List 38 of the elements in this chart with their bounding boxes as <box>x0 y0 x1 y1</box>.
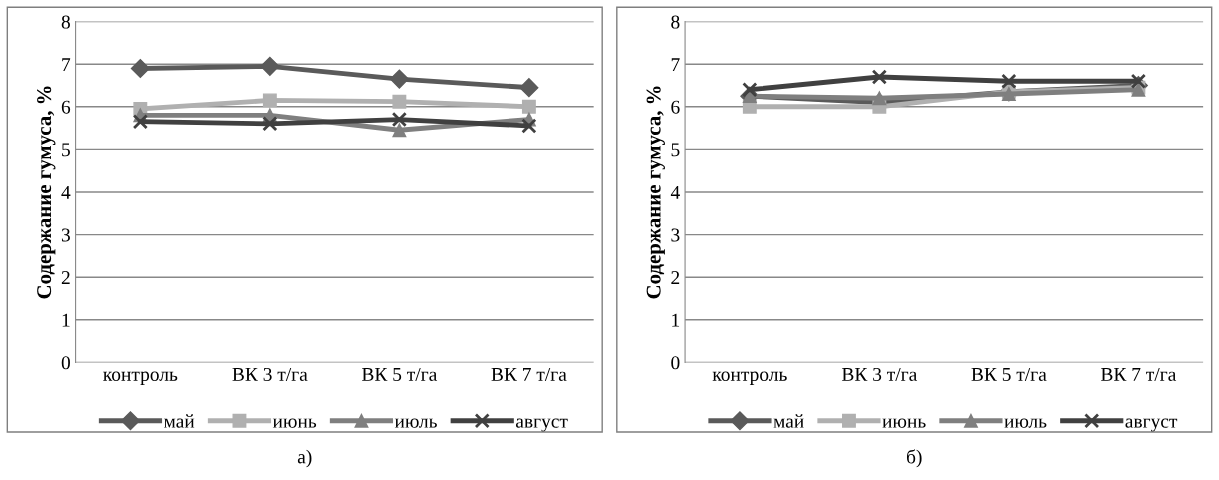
y-tick-label: 8 <box>671 15 680 29</box>
y-tick-label: 1 <box>62 313 70 327</box>
y-tick-label: 2 <box>61 271 70 284</box>
legend-label: июль <box>1004 418 1047 428</box>
x-tick-label: ВК 3 т/га <box>232 367 308 381</box>
x-tick-label: ВК 5 т/га <box>361 367 438 381</box>
y-tick-label: 5 <box>62 143 70 157</box>
y-tick-label: 3 <box>61 228 70 242</box>
x-tick-label: ВК 7 т/га <box>491 367 567 381</box>
y-tick-label: 4 <box>61 185 71 199</box>
y-axis-title: Содержание гумуса, % <box>37 86 56 299</box>
y-axis-title: Содержание гумуса, % <box>646 86 665 299</box>
y-tick-label: 0 <box>61 356 70 370</box>
x-tick-label: контроль <box>103 371 178 385</box>
legend-label: август <box>515 418 568 432</box>
y-tick-label: 6 <box>61 100 71 114</box>
x-tick-label: контроль <box>712 371 787 385</box>
y-tick-label: 1 <box>672 313 680 327</box>
x-tick-label: ВК 3 т/га <box>841 367 918 381</box>
y-tick-label: 7 <box>671 58 680 71</box>
y-tick-label: 3 <box>671 228 680 242</box>
y-tick-label: 8 <box>61 15 70 29</box>
y-tick-label: 5 <box>671 143 680 157</box>
legend-label: июнь <box>272 418 317 428</box>
text: б) <box>906 449 922 468</box>
legend-label: июль <box>394 418 437 428</box>
y-tick-label: 4 <box>670 185 680 199</box>
legend-label: август <box>1125 418 1178 432</box>
y-tick-label: 2 <box>671 271 680 284</box>
x-tick-label: ВК 5 т/га <box>971 367 1047 381</box>
legend-label: июнь <box>882 418 926 428</box>
y-tick-label: 0 <box>671 356 680 370</box>
legend-label: май <box>773 414 804 428</box>
y-tick-label: 6 <box>671 100 680 114</box>
x-tick-label: ВК 7 т/га <box>1101 367 1177 381</box>
legend-label: май <box>163 414 195 428</box>
text: а) <box>297 449 312 468</box>
y-tick-label: 7 <box>62 58 71 71</box>
